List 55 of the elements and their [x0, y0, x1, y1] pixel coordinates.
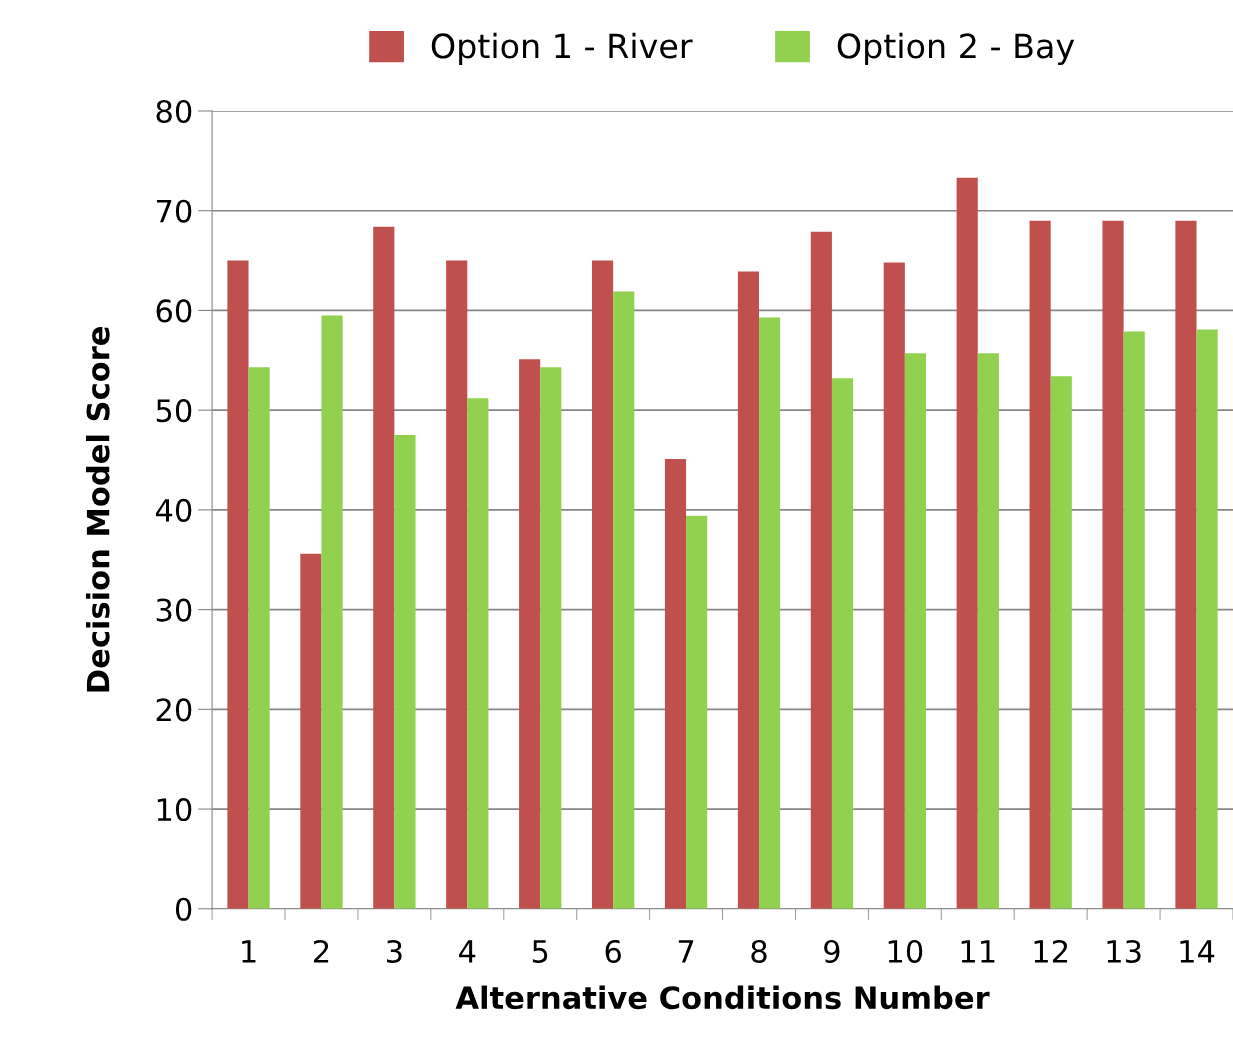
x-tick-label: 4: [459, 940, 476, 963]
bar: [540, 367, 562, 909]
x-axis-title: Alternative Conditions Number: [455, 985, 990, 1010]
bar: [810, 231, 832, 909]
bar: [737, 271, 759, 909]
bar: [248, 367, 270, 909]
bar: [1050, 376, 1072, 909]
x-tick-label: 14: [1180, 940, 1215, 963]
bar: [956, 177, 978, 909]
y-tick-label: 50: [156, 399, 192, 423]
y-tick-label: 30: [156, 598, 192, 622]
x-tick-label: 13: [1107, 939, 1141, 963]
bar: [883, 262, 905, 909]
y-tick-label: 70: [156, 199, 192, 223]
x-tick-label: 9: [824, 939, 840, 963]
bar: [1175, 220, 1197, 909]
x-tick-label: 7: [678, 940, 694, 963]
x-tick-label: 11: [961, 940, 995, 963]
y-tick-label: 60: [156, 299, 192, 323]
bar: [977, 353, 999, 909]
bar: [227, 260, 249, 909]
x-tick-label: 3: [386, 939, 402, 963]
legend-label: Option 1 - River: [431, 32, 693, 66]
bar: [394, 435, 416, 909]
bar: [759, 317, 781, 909]
bar: [300, 553, 322, 909]
x-tick-label: 5: [532, 940, 548, 963]
y-tick-label: 10: [157, 798, 192, 822]
x-tick-label: 8: [751, 939, 767, 963]
bar: [519, 359, 541, 909]
x-tick-label: 12: [1034, 939, 1068, 963]
y-tick-label: 0: [175, 897, 192, 921]
x-tick-label: 6: [605, 939, 621, 963]
bar: [321, 315, 343, 909]
bar: [373, 226, 395, 909]
bar: [592, 260, 614, 909]
bar: [1123, 331, 1145, 909]
bar: [831, 378, 854, 909]
bar: [613, 291, 635, 909]
legend-label: Option 2 - Bay: [837, 32, 1075, 66]
x-tick-label: 2: [313, 939, 329, 963]
bar: [686, 515, 708, 909]
x-tick-label: 1: [242, 940, 256, 963]
bar: [1102, 220, 1124, 909]
bar: [904, 353, 926, 909]
y-tick-label: 20: [156, 698, 192, 722]
y-tick-label: 80: [156, 99, 192, 124]
y-axis-title: Decision Model Score: [85, 327, 110, 692]
bar: [467, 398, 489, 909]
bar: [664, 459, 687, 909]
bar: [1196, 329, 1218, 909]
bar: [1029, 220, 1051, 909]
bar: [446, 260, 468, 909]
x-tick-label: 10: [888, 939, 923, 963]
y-tick-label: 40: [155, 498, 192, 522]
